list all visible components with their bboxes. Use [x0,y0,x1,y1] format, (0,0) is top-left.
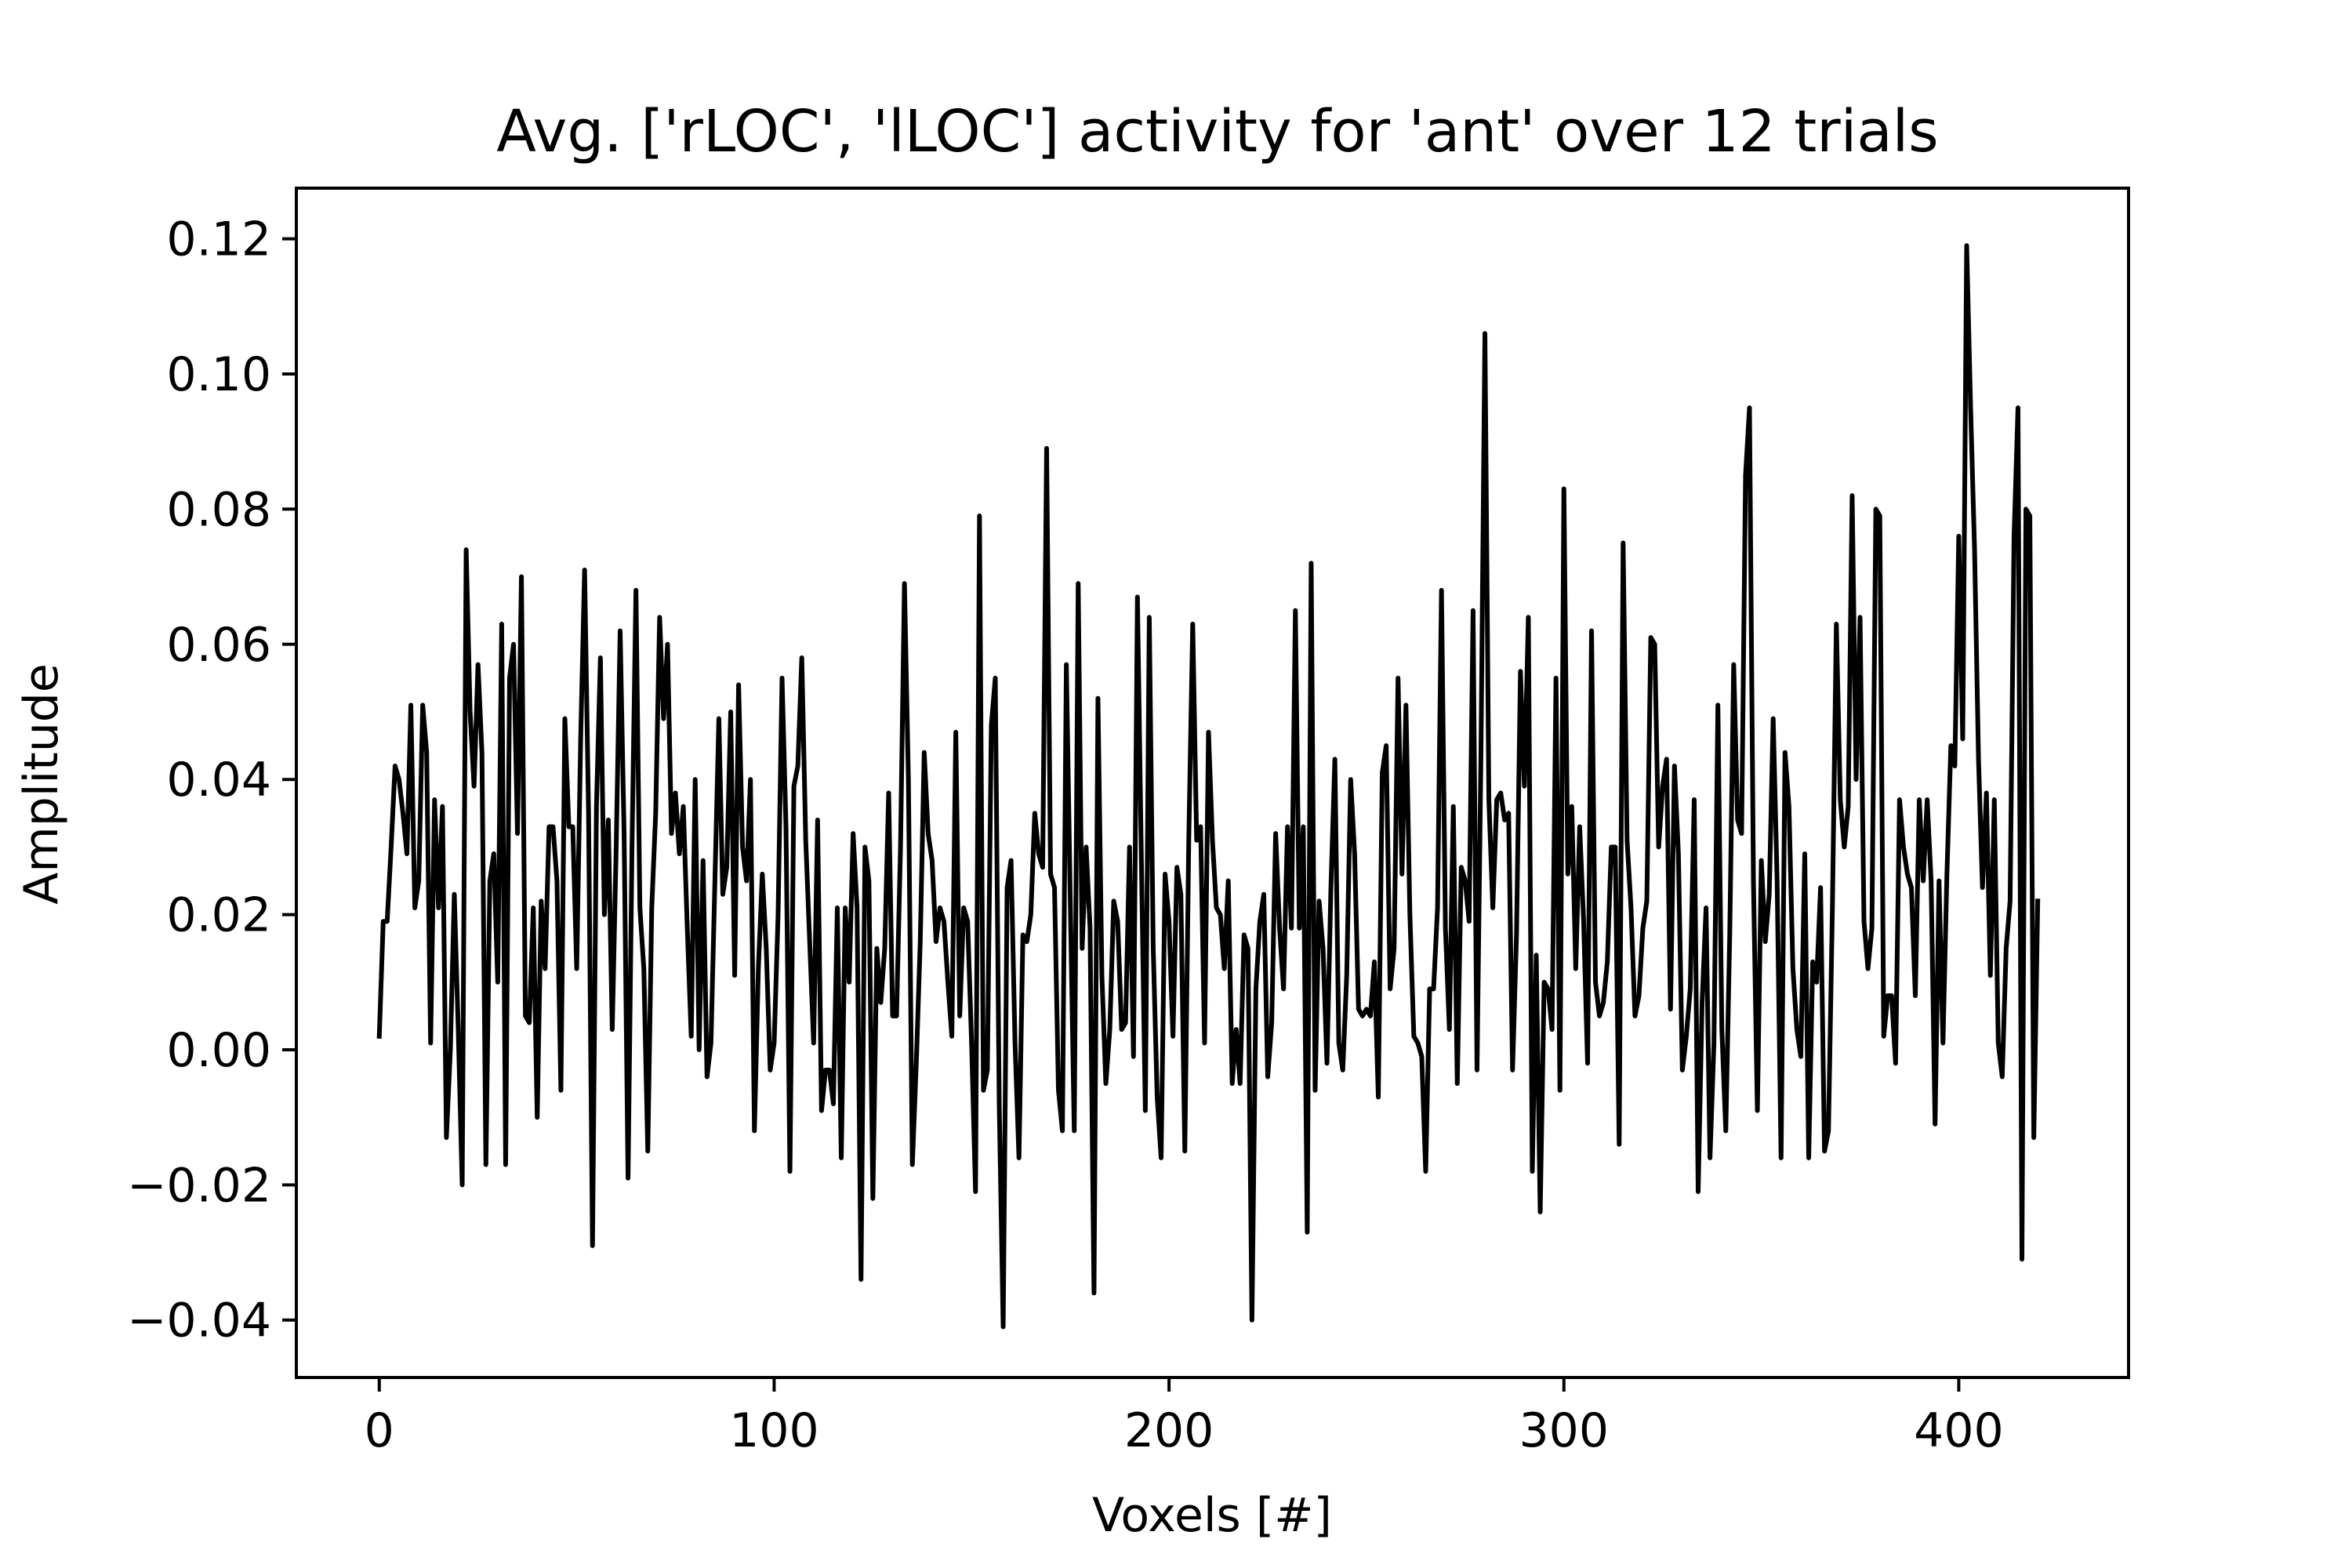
y-tick-label: 0.00 [166,1023,271,1078]
series-line [376,243,2041,1330]
x-tick-label: 0 [365,1403,394,1458]
chart-title: Avg. ['rLOC', 'lLOC'] activity for 'ant'… [496,98,1939,165]
x-tick-label: 100 [729,1403,819,1458]
x-tick-label: 200 [1124,1403,1214,1458]
x-tick-label: 300 [1519,1403,1609,1458]
y-axis-title: Amplitude [14,663,69,904]
x-axis-title: Voxels [#] [1092,1488,1332,1543]
y-axis: −0.04 −0.02 0.00 0.02 0.04 0.06 0.08 0.10 0.12 [127,212,296,1348]
y-tick-label: 0.04 [166,753,271,808]
x-tick-label: 400 [1914,1403,2004,1458]
plot-area [295,187,2130,1379]
y-tick-label: 0.08 [166,482,271,537]
x-axis: 0 100 200 300 400 [365,1377,2004,1458]
y-tick-label: 0.10 [166,347,271,402]
y-tick-label: −0.02 [127,1158,271,1213]
y-tick-label: 0.12 [166,212,271,267]
y-tick-label: 0.06 [166,618,271,673]
y-tick-label: 0.02 [166,888,271,943]
plot-frame [295,187,2130,1379]
y-tick-label: −0.04 [127,1294,271,1348]
